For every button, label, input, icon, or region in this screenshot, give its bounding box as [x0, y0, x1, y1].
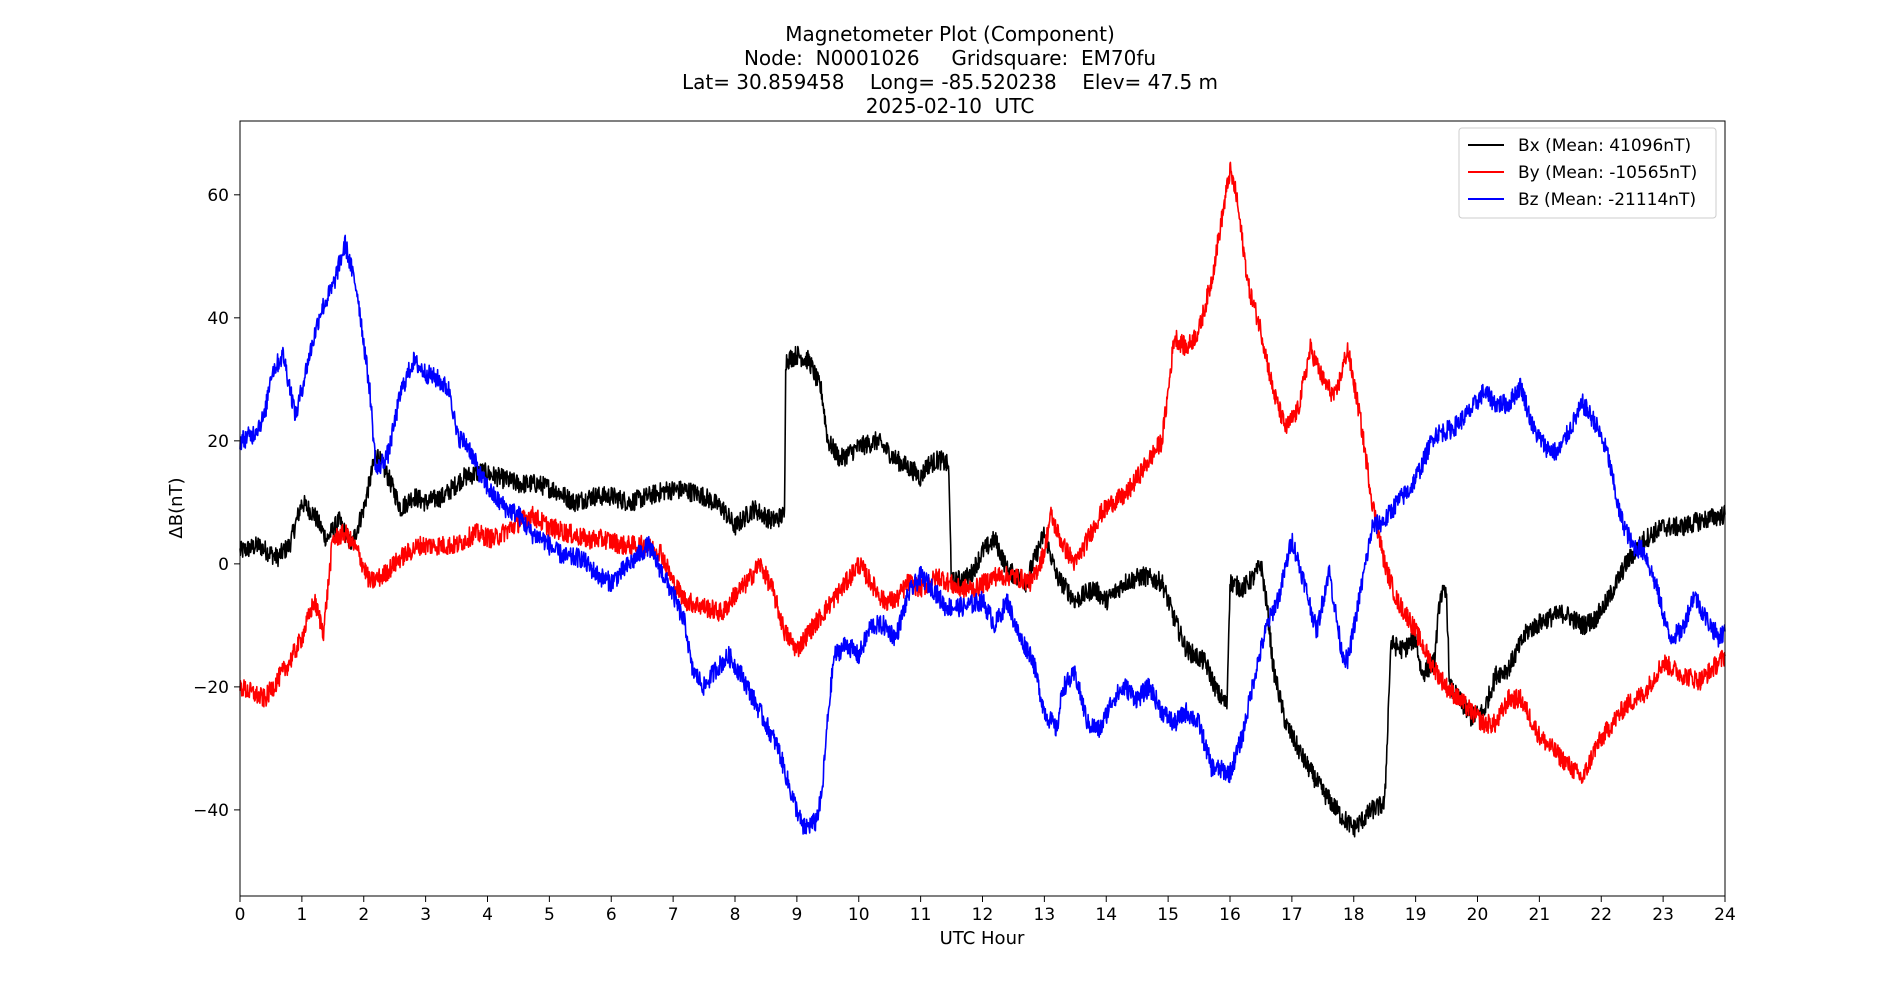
y-tick-label: −20	[193, 678, 229, 698]
x-tick-label: 3	[420, 905, 431, 925]
legend: Bx (Mean: 41096nT) By (Mean: -10565nT) Bz …	[1458, 127, 1717, 219]
x-axis: 0 1 2 3 4 5 6 7 8 9 10 11 12 13 14 15 16 17 18 19 20 21 22 23 24	[235, 896, 1736, 925]
x-tick-label: 9	[791, 905, 802, 925]
legend-label-3: Bz (Mean: -21114nT)	[1518, 190, 1696, 210]
title-line-3: Lat= 30.859458 Long= -85.520238 Elev= 47…	[681, 70, 1219, 94]
chart-title: Magnetometer Plot (Component) Node: N000…	[0, 22, 1900, 118]
title-line-4: 2025-02-10 UTC	[865, 94, 1035, 118]
title-line-1: Magnetometer Plot (Component)	[785, 22, 1115, 46]
x-tick-label: 2	[358, 905, 369, 925]
title-line-2: Node: N0001026 Gridsquare: EM70fu	[743, 46, 1157, 70]
x-tick-label: 20	[1467, 905, 1489, 925]
x-tick-label: 15	[1157, 905, 1179, 925]
x-tick-label: 11	[910, 905, 932, 925]
y-tick-label: 60	[207, 186, 229, 206]
x-tick-label: 6	[606, 905, 617, 925]
y-tick-label: 40	[207, 309, 229, 329]
x-tick-label: 14	[1095, 905, 1117, 925]
legend-label-2: By (Mean: -10565nT)	[1518, 163, 1697, 183]
x-tick-label: 18	[1343, 905, 1365, 925]
x-tick-label: 5	[544, 905, 555, 925]
x-tick-label: 23	[1652, 905, 1674, 925]
y-axis: −40 −20 0 20 40 60	[193, 186, 240, 821]
y-tick-label: 20	[207, 432, 229, 452]
x-tick-label: 17	[1281, 905, 1303, 925]
x-tick-label: 13	[1034, 905, 1056, 925]
x-axis-label: UTC Hour	[940, 928, 1025, 949]
plot-area-frame	[239, 120, 1726, 897]
x-tick-label: 24	[1714, 905, 1736, 925]
x-tick-label: 1	[296, 905, 307, 925]
series-line-3	[239, 234, 1726, 835]
x-tick-label: 8	[730, 905, 741, 925]
y-tick-label: 0	[218, 555, 229, 575]
x-tick-label: 7	[668, 905, 679, 925]
series-layer	[239, 161, 1726, 838]
x-tick-label: 4	[482, 905, 493, 925]
y-tick-label: −40	[193, 801, 229, 821]
x-tick-label: 12	[972, 905, 994, 925]
series-line-2	[239, 161, 1726, 784]
x-tick-label: 16	[1219, 905, 1241, 925]
x-tick-label: 22	[1590, 905, 1612, 925]
legend-box	[1458, 127, 1717, 219]
x-tick-label: 0	[235, 905, 246, 925]
x-tick-label: 21	[1529, 905, 1551, 925]
x-tick-label: 19	[1405, 905, 1427, 925]
y-axis-label: ΔB(nT)	[166, 477, 187, 538]
x-tick-label: 10	[848, 905, 870, 925]
legend-label-1: Bx (Mean: 41096nT)	[1518, 136, 1691, 156]
